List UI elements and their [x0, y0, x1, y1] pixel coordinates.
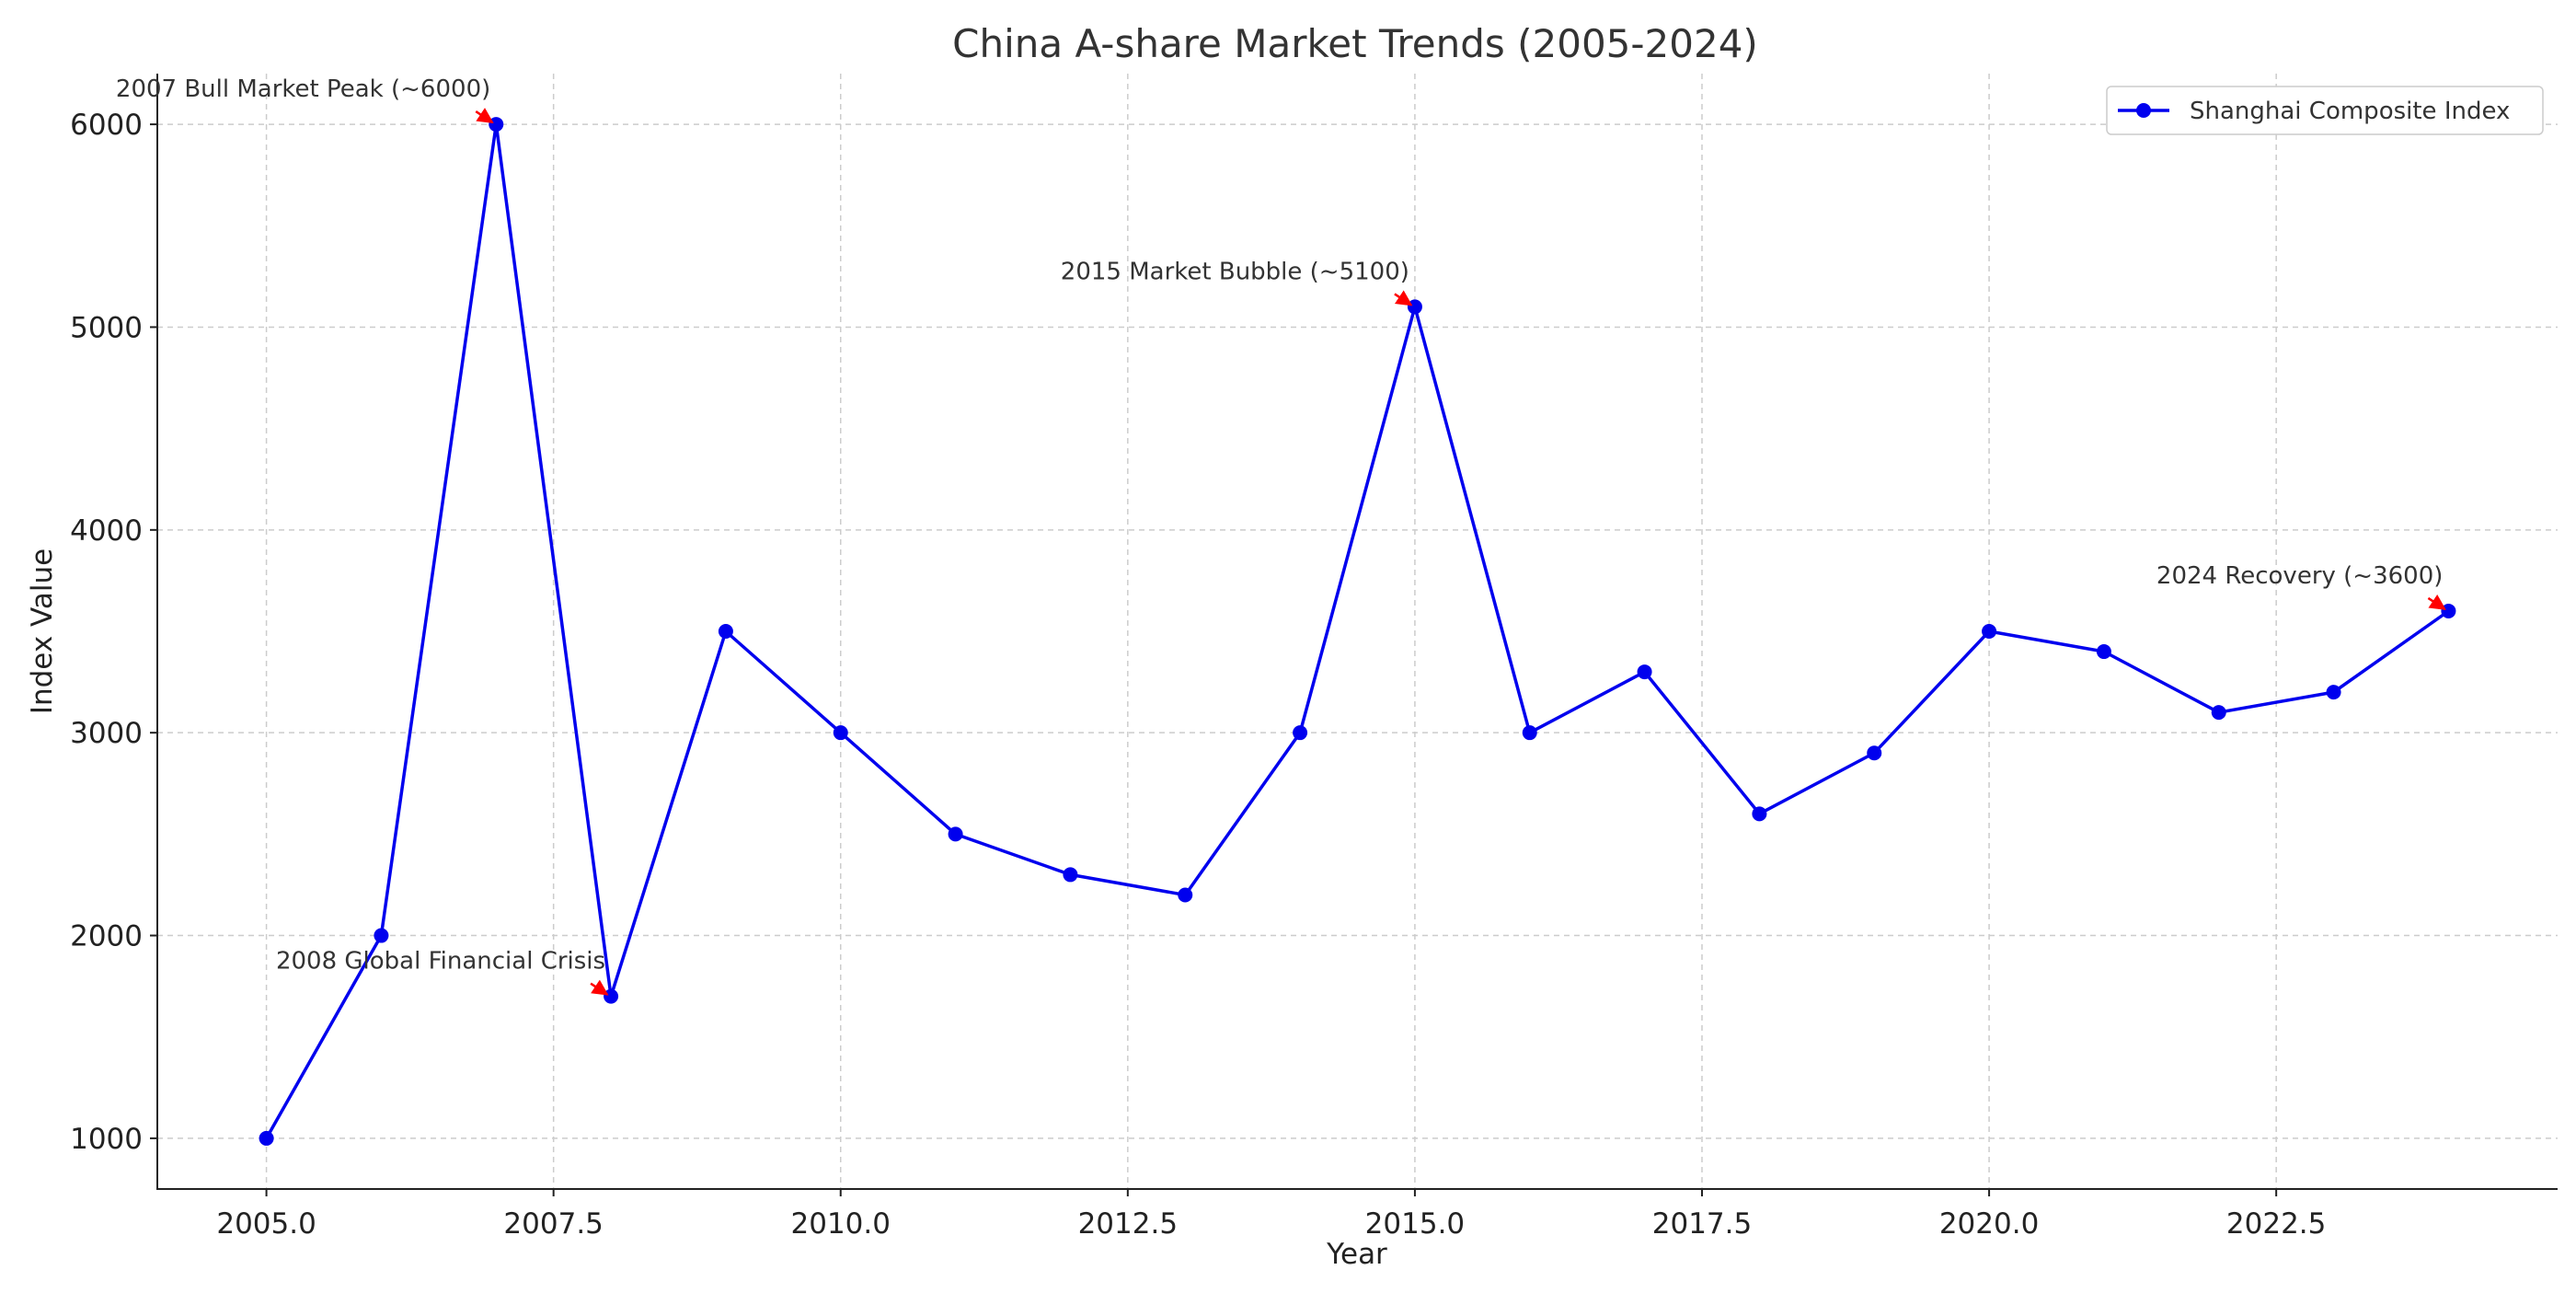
data-point — [2211, 705, 2226, 721]
data-point — [948, 826, 963, 842]
data-point — [1407, 299, 1422, 315]
y-tick-label: 5000 — [70, 311, 143, 344]
annotation-arrow — [2427, 594, 2446, 611]
y-axis-ticks: 1000 2000 3000 4000 5000 6000 — [70, 109, 157, 1156]
x-tick-label: 2017.5 — [1652, 1207, 1752, 1241]
axes — [156, 74, 2558, 1190]
x-tick-label: 2007.5 — [503, 1207, 603, 1241]
series-line — [265, 122, 2450, 1139]
x-tick-label: 2015.0 — [1365, 1207, 1465, 1241]
grid-lines — [157, 74, 2558, 1189]
data-point — [1178, 887, 1193, 903]
annotation-label: 2024 Recovery (~3600) — [2156, 562, 2444, 590]
legend-series-marker — [2136, 103, 2151, 118]
x-tick-label: 2020.0 — [1939, 1207, 2039, 1241]
x-tick-label: 2010.0 — [791, 1207, 891, 1241]
x-tick-label: 2022.5 — [2226, 1207, 2326, 1241]
legend-box — [2106, 86, 2544, 135]
data-point — [2096, 644, 2111, 660]
annotation-label: 2015 Market Bubble (~5100) — [1061, 258, 1409, 285]
annotation-label: 2007 Bull Market Peak (~6000) — [116, 75, 490, 103]
data-point — [489, 117, 504, 133]
x-axis-label: Year — [1326, 1238, 1387, 1271]
data-point — [1982, 624, 1997, 639]
data-point — [374, 928, 389, 943]
data-point — [1637, 664, 1652, 680]
data-point — [604, 988, 619, 1004]
x-axis-ticks: 2005.0 2007.5 2010.0 2012.5 2015.0 2017.5 2020… — [216, 1189, 2326, 1241]
data-point — [1752, 806, 1767, 822]
y-tick-label: 4000 — [70, 514, 143, 548]
data-point — [1867, 745, 1882, 761]
data-point — [833, 725, 848, 741]
data-point — [1293, 725, 1308, 741]
y-tick-label: 1000 — [70, 1123, 143, 1156]
data-point — [718, 624, 733, 639]
legend-series-label: Shanghai Composite Index — [2190, 98, 2510, 125]
y-tick-label: 2000 — [70, 920, 143, 953]
y-tick-label: 3000 — [70, 717, 143, 750]
y-tick-label: 6000 — [70, 109, 143, 142]
annotations: 2007 Bull Market Peak (~6000) 2008 Global… — [116, 75, 2446, 996]
y-axis-label: Index Value — [26, 548, 59, 714]
annotation-arrow — [1394, 290, 1413, 306]
legend: Shanghai Composite Index — [2106, 86, 2544, 135]
x-tick-label: 2012.5 — [1078, 1207, 1178, 1241]
chart-title: China A-share Market Trends (2005-2024) — [952, 21, 1758, 66]
data-point — [1522, 725, 1537, 741]
axis-spines — [156, 74, 2558, 1190]
annotation-label: 2008 Global Financial Crisis — [276, 948, 605, 976]
data-point — [1063, 867, 1078, 883]
series-layer — [259, 117, 2456, 1146]
x-tick-label: 2005.0 — [216, 1207, 316, 1241]
data-point — [2326, 685, 2341, 700]
data-point — [259, 1130, 274, 1146]
annotation-arrow — [475, 108, 494, 124]
annotation-arrow — [590, 979, 609, 996]
data-point — [2441, 603, 2456, 618]
